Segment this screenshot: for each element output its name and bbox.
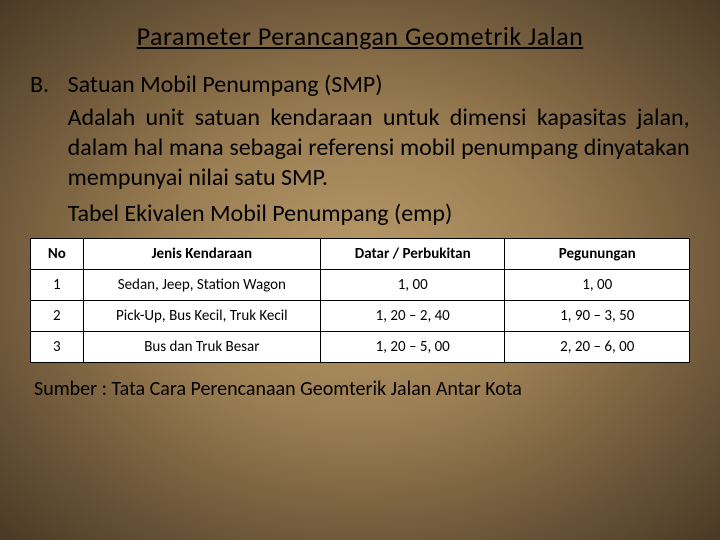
cell-pegunungan: 1, 00 bbox=[505, 270, 690, 301]
list-body: Satuan Mobil Penumpang (SMP) Adalah unit… bbox=[68, 70, 690, 238]
table-header-row: No Jenis Kendaraan Datar / Perbukitan Pe… bbox=[31, 239, 690, 270]
cell-jenis: Pick-Up, Bus Kecil, Truk Kecil bbox=[83, 301, 320, 332]
cell-datar: 1, 20 – 5, 00 bbox=[320, 332, 505, 363]
list-item-b: B. Satuan Mobil Penumpang (SMP) Adalah u… bbox=[30, 70, 690, 238]
cell-no: 3 bbox=[31, 332, 84, 363]
paragraph: Adalah unit satuan kendaraan untuk dimen… bbox=[68, 103, 690, 193]
cell-pegunungan: 2, 20 – 6, 00 bbox=[505, 332, 690, 363]
cell-pegunungan: 1, 90 – 3, 50 bbox=[505, 301, 690, 332]
table-row: 2 Pick-Up, Bus Kecil, Truk Kecil 1, 20 –… bbox=[31, 301, 690, 332]
header-pegunungan: Pegunungan bbox=[505, 239, 690, 270]
cell-datar: 1, 00 bbox=[320, 270, 505, 301]
emp-table: No Jenis Kendaraan Datar / Perbukitan Pe… bbox=[30, 238, 690, 363]
header-jenis: Jenis Kendaraan bbox=[83, 239, 320, 270]
table-row: 1 Sedan, Jeep, Station Wagon 1, 00 1, 00 bbox=[31, 270, 690, 301]
slide-container: Parameter Perancangan Geometrik Jalan B.… bbox=[0, 0, 720, 421]
list-marker: B. bbox=[30, 70, 64, 99]
cell-jenis: Sedan, Jeep, Station Wagon bbox=[83, 270, 320, 301]
table-caption: Tabel Ekivalen Mobil Penumpang (emp) bbox=[68, 199, 690, 228]
header-no: No bbox=[31, 239, 84, 270]
header-datar: Datar / Perbukitan bbox=[320, 239, 505, 270]
table-row: 3 Bus dan Truk Besar 1, 20 – 5, 00 2, 20… bbox=[31, 332, 690, 363]
cell-no: 2 bbox=[31, 301, 84, 332]
page-title: Parameter Perancangan Geometrik Jalan bbox=[30, 20, 690, 52]
cell-datar: 1, 20 – 2, 40 bbox=[320, 301, 505, 332]
cell-no: 1 bbox=[31, 270, 84, 301]
list-heading: Satuan Mobil Penumpang (SMP) bbox=[68, 70, 690, 99]
source-text: Sumber : Tata Cara Perencanaan Geomterik… bbox=[30, 377, 690, 401]
cell-jenis: Bus dan Truk Besar bbox=[83, 332, 320, 363]
